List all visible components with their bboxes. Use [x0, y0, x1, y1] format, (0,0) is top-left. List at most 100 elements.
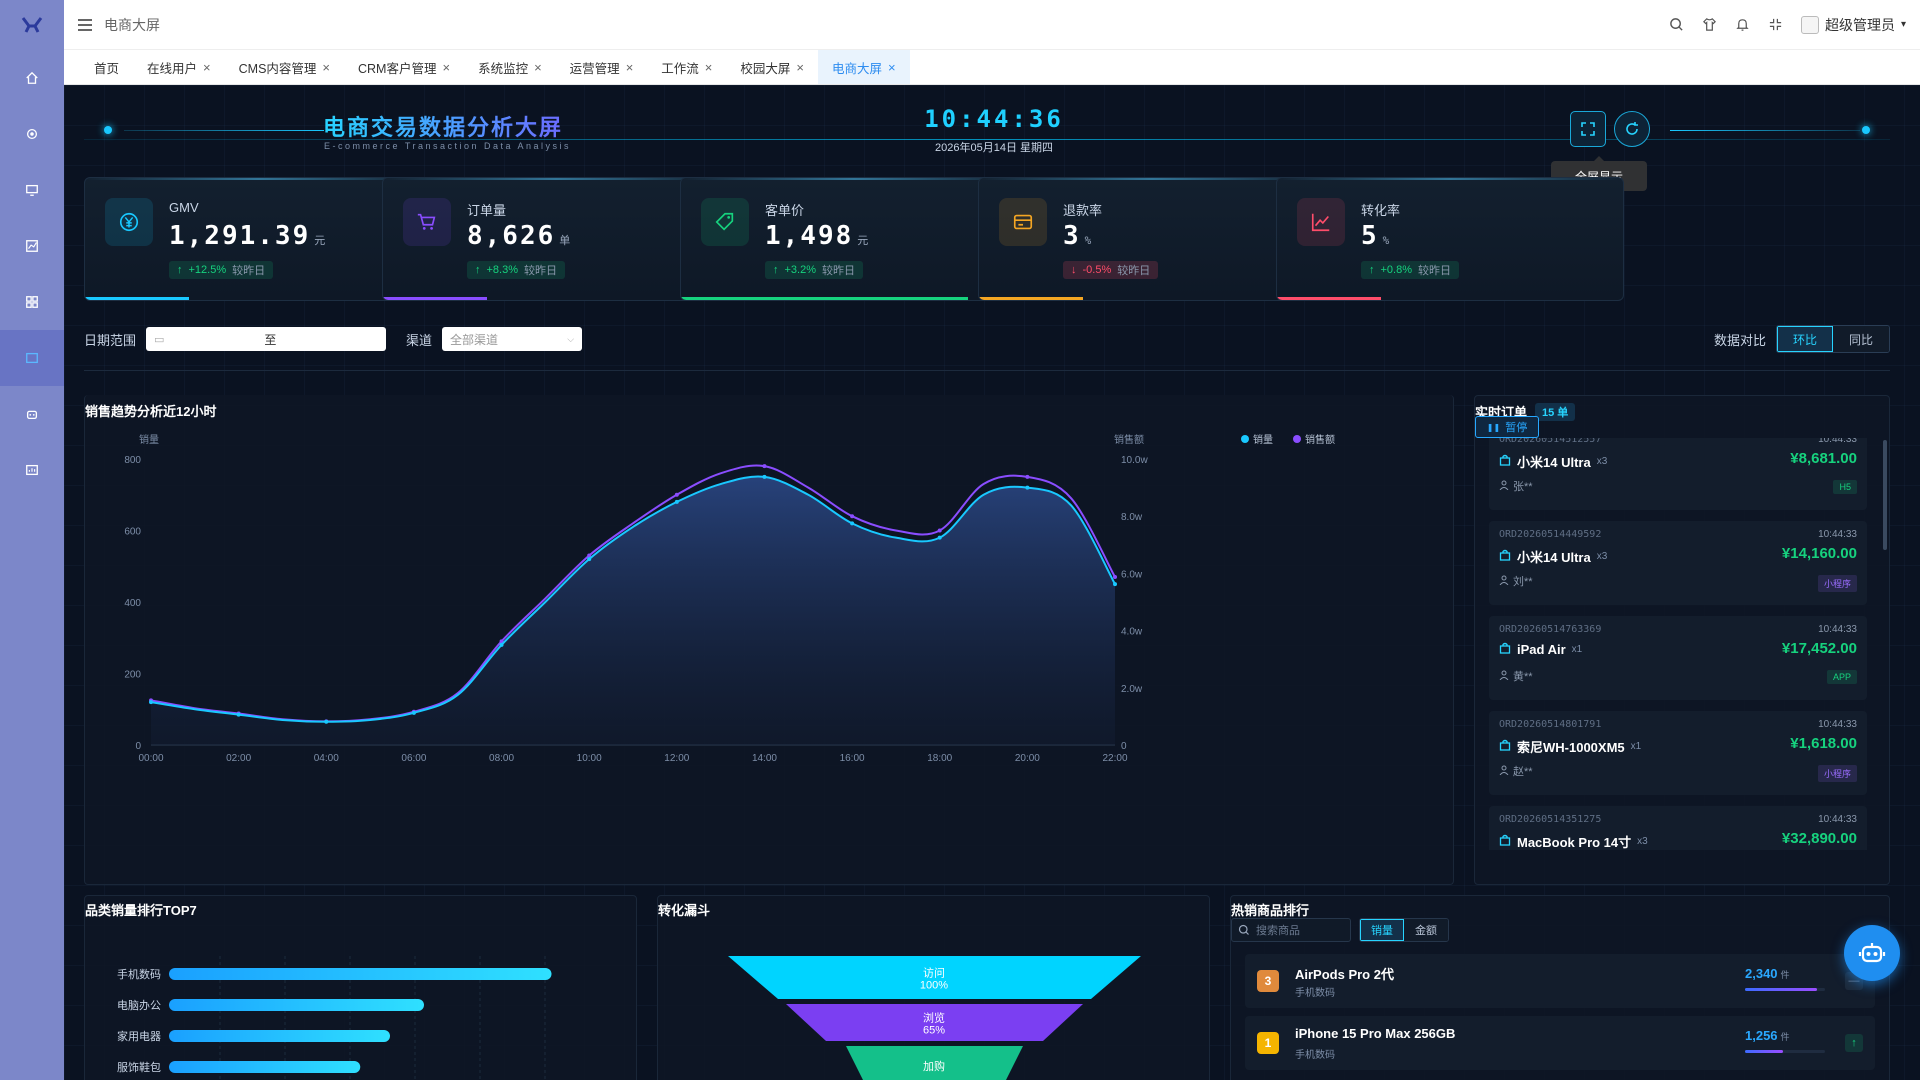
sidebar-item-dashboard[interactable]	[0, 442, 64, 498]
compare-option-yoy[interactable]: 同比	[1833, 326, 1889, 352]
sort-by-amount[interactable]: 金额	[1404, 919, 1448, 941]
data-point[interactable]	[762, 464, 767, 469]
data-point[interactable]	[762, 474, 767, 479]
sidebar-item-chart[interactable]	[0, 218, 64, 274]
ai-assistant-button[interactable]	[1844, 925, 1900, 981]
order-card[interactable]: ORD20260514449592 10:44:33 小米14 Ultra x3 ¥14…	[1489, 521, 1867, 605]
user-icon	[1499, 575, 1509, 588]
funnel-stage[interactable]	[786, 1004, 1083, 1041]
tab-1[interactable]: 在线用户 ×	[133, 50, 225, 84]
data-point[interactable]	[411, 710, 416, 715]
sidebar-item-monitor[interactable]	[0, 162, 64, 218]
sidebar-item-home[interactable]	[0, 50, 64, 106]
category-bar[interactable]	[169, 1030, 390, 1042]
refresh-icon	[1626, 122, 1638, 135]
order-number: ORD20260514351275	[1499, 814, 1602, 825]
tab-2[interactable]: CMS内容管理 ×	[225, 50, 344, 84]
pause-button[interactable]: ❚❚ 暂停	[1475, 416, 1539, 438]
date-range-picker[interactable]: ▭ 至	[146, 327, 387, 351]
data-point[interactable]	[1025, 474, 1030, 479]
user-menu[interactable]: 超级管理员 ▾	[1800, 15, 1906, 35]
kpi-value-number: 8,626	[467, 221, 556, 251]
order-card[interactable]: ORD20260514763369 10:44:33 iPad Air x1 ¥17,4…	[1489, 616, 1867, 700]
legend-label[interactable]: 销量	[1253, 433, 1273, 446]
tab-5[interactable]: 运营管理 ×	[556, 50, 648, 84]
data-point[interactable]	[236, 712, 241, 717]
tab-0[interactable]: 首页	[80, 50, 133, 84]
order-card[interactable]: ORD20260514351275 10:44:33 MacBook Pro 14寸…	[1489, 806, 1867, 850]
orders-scrollbar[interactable]	[1883, 440, 1887, 550]
close-icon[interactable]: ×	[888, 59, 896, 75]
data-point[interactable]	[937, 528, 942, 533]
close-icon[interactable]: ×	[704, 59, 713, 75]
funnel-stage[interactable]	[846, 1046, 1023, 1080]
x-tick-label: 02:00	[226, 753, 251, 764]
sort-by-sales[interactable]: 销量	[1360, 919, 1404, 941]
trend-up-icon: ↑	[1845, 1034, 1863, 1052]
kpi-change-value: +3.2%	[784, 264, 817, 276]
pause-icon: ❚❚	[1486, 422, 1501, 432]
category-bar[interactable]	[169, 1061, 361, 1073]
data-point[interactable]	[850, 514, 855, 519]
x-tick-label: 10:00	[577, 753, 602, 764]
close-icon[interactable]: ×	[442, 59, 451, 75]
app-logo-icon[interactable]	[0, 0, 64, 50]
order-amount: ¥8,681.00	[1790, 450, 1857, 467]
user-icon	[1499, 480, 1509, 493]
order-number: ORD20260514449592	[1499, 529, 1602, 540]
sidebar-item-robot[interactable]	[0, 386, 64, 442]
data-point[interactable]	[499, 639, 504, 644]
order-card[interactable]: ORD20260514512557 10:44:33 小米14 Ultra x3 ¥8,…	[1489, 438, 1867, 510]
y-tick-label: 800	[124, 455, 141, 466]
data-point[interactable]	[587, 553, 592, 558]
robot-icon	[1858, 943, 1886, 963]
close-icon[interactable]: ×	[203, 59, 211, 75]
order-user: 刘**	[1499, 573, 1533, 589]
order-card[interactable]: ORD20260514801791 10:44:33 索尼WH-1000XM5 x1 ¥…	[1489, 711, 1867, 795]
data-point[interactable]	[674, 499, 679, 504]
order-product-name: 小米14 Ultra	[1517, 550, 1591, 565]
data-point[interactable]	[587, 557, 592, 562]
category-rank-title: 品类销量排行TOP7	[85, 903, 197, 918]
tab-8[interactable]: 电商大屏 ×	[818, 50, 910, 84]
tab-6[interactable]: 工作流 ×	[647, 50, 726, 84]
hamburger-menu-icon[interactable]	[78, 18, 92, 31]
data-point[interactable]	[149, 700, 153, 705]
fullscreen-exit-icon[interactable]	[1768, 17, 1783, 32]
close-icon[interactable]: ×	[322, 59, 330, 75]
sidebar-item-grid[interactable]	[0, 274, 64, 330]
bell-icon[interactable]	[1735, 17, 1750, 32]
shirt-icon[interactable]	[1702, 17, 1717, 32]
search-icon[interactable]	[1669, 17, 1684, 32]
data-point[interactable]	[1113, 574, 1117, 579]
tab-7[interactable]: 校园大屏 ×	[726, 50, 818, 84]
legend-label[interactable]: 销售额	[1305, 433, 1335, 446]
hot-product-row[interactable]: 1 iPhone 15 Pro Max 256GB 手机数码 1,256 件 ↑	[1245, 1016, 1875, 1070]
product-search-input[interactable]: 搜索商品	[1231, 918, 1351, 942]
data-point[interactable]	[937, 535, 942, 540]
sidebar-item-settings[interactable]	[0, 106, 64, 162]
data-point[interactable]	[850, 521, 855, 526]
category-bar[interactable]	[169, 999, 424, 1011]
fullscreen-button[interactable]	[1570, 111, 1606, 147]
bag-icon	[1499, 834, 1511, 849]
close-icon[interactable]: ×	[625, 59, 634, 75]
data-point[interactable]	[1025, 485, 1030, 490]
compare-option-mom[interactable]: 环比	[1777, 326, 1833, 352]
data-point[interactable]	[324, 719, 329, 724]
funnel-stage[interactable]	[728, 956, 1141, 999]
sidebar-item-ecommerce[interactable]	[0, 330, 64, 386]
tab-4[interactable]: 系统监控 ×	[464, 50, 556, 84]
order-amount: ¥14,160.00	[1781, 545, 1857, 562]
data-point[interactable]	[1113, 582, 1117, 587]
hot-product-row[interactable]: 3 AirPods Pro 2代 手机数码 2,340 件 —	[1245, 954, 1875, 1008]
category-bar[interactable]	[169, 968, 552, 980]
tab-3[interactable]: CRM客户管理 ×	[344, 50, 464, 84]
refresh-button[interactable]	[1614, 111, 1650, 147]
yuan-icon	[105, 198, 153, 246]
close-icon[interactable]: ×	[534, 59, 542, 75]
data-point[interactable]	[499, 642, 504, 647]
close-icon[interactable]: ×	[796, 59, 804, 75]
data-point[interactable]	[674, 492, 679, 497]
channel-select[interactable]: 全部渠道 ⌵	[442, 327, 583, 351]
